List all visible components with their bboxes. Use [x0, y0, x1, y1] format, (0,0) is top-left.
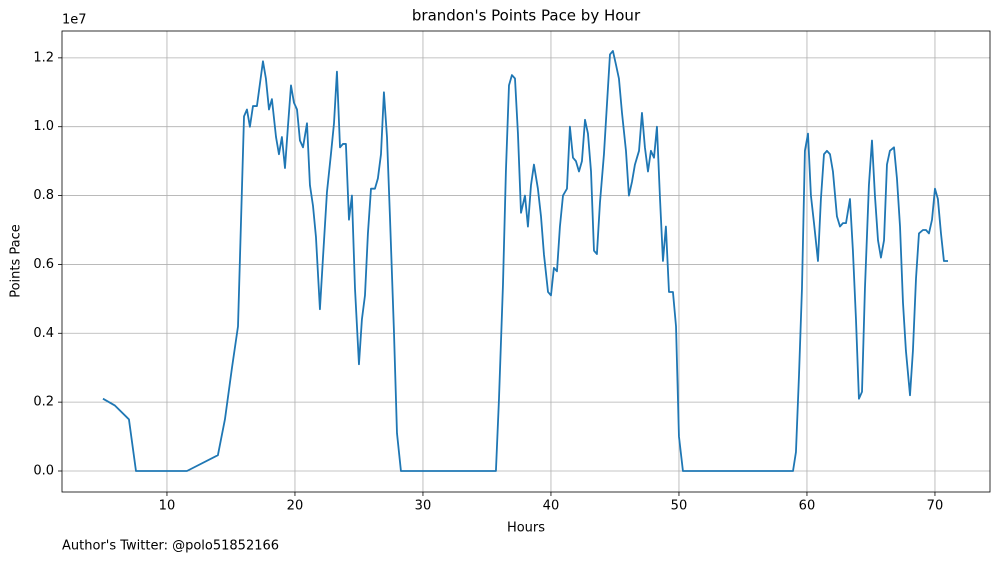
y-tick-label: 0.2 [33, 395, 54, 410]
y-tick-label: 0.8 [33, 188, 54, 203]
y-tick-label: 1.0 [33, 119, 54, 134]
y-tick-label: 1.2 [33, 50, 54, 65]
y-axis-label: Points Pace [9, 224, 24, 298]
x-tick-label: 10 [159, 499, 176, 514]
footnote: Author's Twitter: @polo51852166 [62, 539, 279, 554]
x-tick-label: 60 [799, 499, 816, 514]
y-offset-label: 1e7 [62, 13, 87, 28]
x-tick-label: 50 [671, 499, 688, 514]
x-axis-label: Hours [507, 521, 545, 536]
chart-title: brandon's Points Pace by Hour [412, 7, 641, 25]
x-tick-label: 70 [927, 499, 944, 514]
x-tick-label: 30 [415, 499, 432, 514]
y-tick-label: 0.0 [33, 463, 54, 478]
plot-frame [61, 30, 991, 493]
x-tick-label: 40 [543, 499, 560, 514]
y-tick-label: 0.6 [33, 257, 54, 272]
data-line [102, 50, 949, 472]
y-tick-label: 0.4 [33, 326, 54, 341]
x-tick-label: 20 [287, 499, 304, 514]
